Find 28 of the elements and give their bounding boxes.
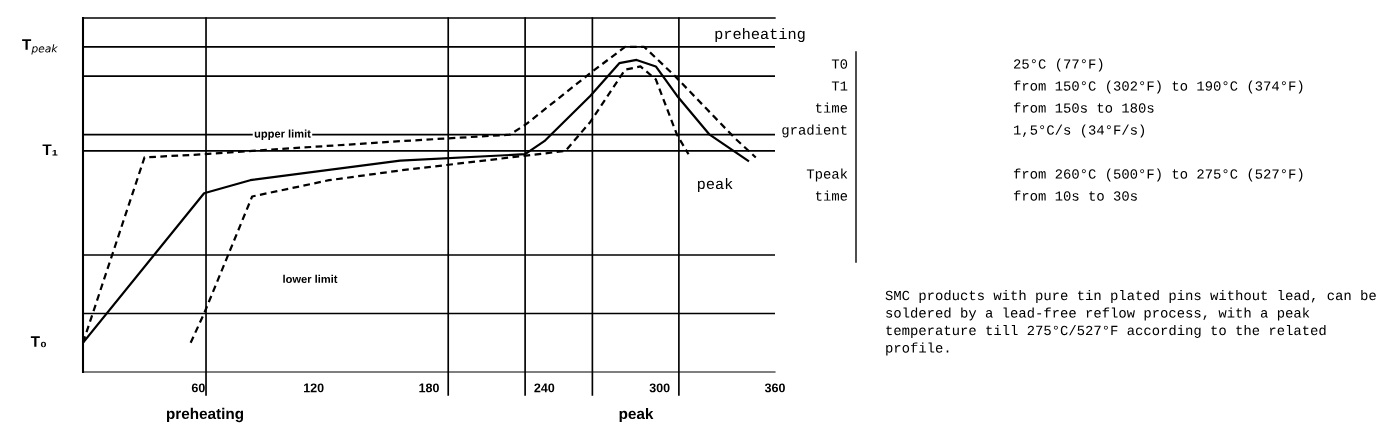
text: from 260°C (500°F) to 275°C (527°F) [1013, 168, 1303, 182]
annotation: lower limit [283, 274, 338, 283]
text: 25°C (77°F) [1013, 58, 1103, 72]
x-tick-label: 240 [534, 383, 555, 393]
text: gradient [782, 124, 847, 138]
text: time [815, 190, 848, 201]
x-tick-label: 120 [304, 383, 324, 393]
text: SMC products with pure tin plated pins without lead, can be soldered by a lead-free reflow process, with a peak temperature till 275°C/527°F according to the related profile. [885, 290, 1376, 356]
ref-line-label: T₁ [42, 144, 58, 156]
x-tick-label: 360 [764, 383, 785, 393]
x-tick-label: 300 [649, 383, 670, 393]
x-tick-label: 180 [419, 383, 439, 393]
text: from 10s to 30s [1013, 190, 1137, 201]
text: from 150°C (302°F) to 190°C (374°F) [1013, 80, 1303, 94]
annotation: peak [698, 177, 733, 193]
text: T1 [831, 81, 848, 91]
text: peak [619, 407, 654, 423]
text: Tpeak [806, 168, 848, 182]
annotation: T₀ [30, 336, 47, 348]
text: preheating [715, 27, 805, 43]
text: time [815, 102, 848, 113]
ref-line-label: T$_{peak}$ [22, 39, 58, 55]
annotation: upper limit [254, 129, 311, 140]
text: 1,5°C/s (34°F/s) [1014, 124, 1145, 138]
text: preheating [166, 407, 244, 423]
text: T0 [831, 59, 848, 69]
text: from 150s to 180s [1013, 102, 1154, 113]
x-tick-label: 60 [191, 383, 205, 393]
